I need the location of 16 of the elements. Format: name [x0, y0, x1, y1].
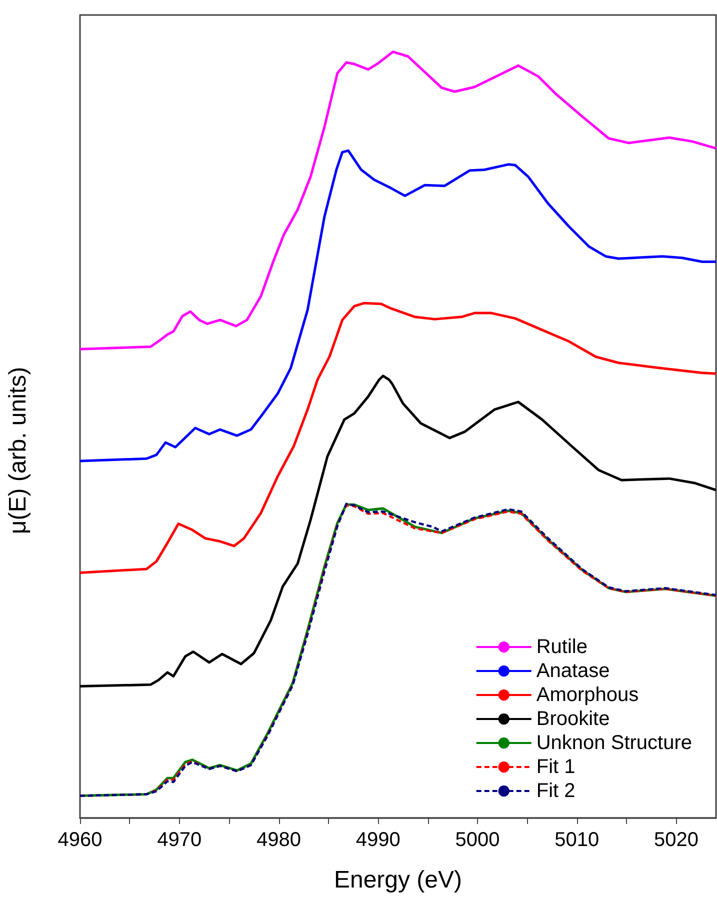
legend-label: Unknon Structure [536, 732, 692, 754]
x-tick-label: 4960 [58, 829, 102, 851]
legend-label: Fit 1 [536, 756, 576, 778]
x-tick-label: 5010 [554, 829, 600, 851]
x-axis-title: Energy (eV) [334, 866, 462, 894]
x-tick-label: 5000 [455, 829, 500, 851]
legend-label: Brookite [536, 708, 610, 730]
x-tick-label: 4980 [256, 829, 301, 851]
x-tick-label: 4970 [157, 829, 202, 851]
y-axis-title: μ(E) (arb. units) [4, 366, 32, 534]
legend-label: Fit 2 [536, 780, 576, 802]
legend-label: Amorphous [536, 684, 639, 706]
x-tick-label: 4990 [356, 829, 400, 851]
x-tick-label: 5020 [654, 829, 698, 851]
legend-label: Rutile [536, 636, 588, 658]
legend-label: Anatase [536, 660, 610, 682]
